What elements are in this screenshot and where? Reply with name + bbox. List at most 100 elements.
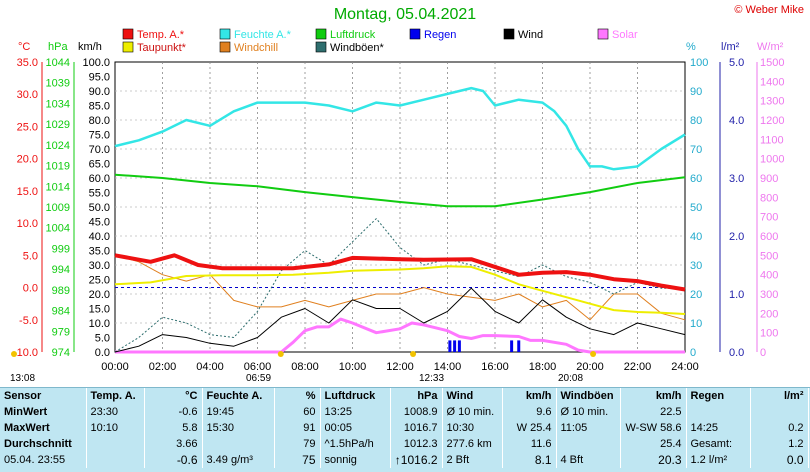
rain-bar <box>458 340 461 352</box>
lm2-tick-label: 5.0 <box>729 57 744 69</box>
wm2-tick-label: 1400 <box>760 76 784 88</box>
table-row: 05.04. 23:55 -0.6 3.49 g/m³ 75 sonnig ↑1016.2… <box>0 452 808 468</box>
table-cell: 05.04. 23:55 <box>0 452 86 468</box>
legend-item: Wind <box>504 29 543 41</box>
kmh-tick-label: 85.0 <box>89 101 110 113</box>
legend-label: Luftdruck <box>330 29 376 41</box>
table-row: MinWert 23:30 -0.6 19:45 60 13:25 1008.9 Ø 10 m… <box>0 404 808 420</box>
table-cell: 00:05 <box>320 420 390 436</box>
rain-bar <box>453 340 456 352</box>
kmh-tick-label: 95.0 <box>89 72 110 84</box>
noon-label: 12:33 <box>419 373 444 384</box>
table-cell: 10:30 <box>442 420 502 436</box>
summary-panel: Sensor Temp. A. °C Feuchte A.% Luftdruck hPa W… <box>0 387 810 472</box>
table-cell: 3.49 g/m³ <box>202 452 274 468</box>
table-cell <box>750 404 808 420</box>
pct-tick-label: 0 <box>690 347 696 359</box>
hpa-tick-label: 999 <box>52 243 70 255</box>
table-cell: MaxWert <box>0 420 86 436</box>
hpa-tick-label: 1024 <box>46 140 70 152</box>
table-cell: 23:30 <box>86 404 144 420</box>
rain-bar <box>517 340 520 352</box>
legend: Temp. A.* Feuchte A.* Luftdruck Regen Wind So… <box>123 29 638 54</box>
kmh-tick-label: 5.0 <box>95 333 110 345</box>
series-line-luftdruck <box>115 175 685 207</box>
sun-marker-icon <box>410 351 416 357</box>
kmh-tick-label: 40.0 <box>89 231 110 243</box>
legend-swatch <box>598 29 608 39</box>
table-cell: 13:25 <box>320 404 390 420</box>
kmh-tick-label: 90.0 <box>89 86 110 98</box>
table-cell: ^1.5hPa/h <box>320 436 390 452</box>
table-cell: l/m² <box>750 388 808 404</box>
legend-swatch <box>220 29 230 39</box>
lm2-tick-label: 1.0 <box>729 289 744 301</box>
table-cell: 1.2 <box>750 436 808 452</box>
pct-tick-label: 20 <box>690 289 702 301</box>
wm2-tick-label: 100 <box>760 328 778 340</box>
wm2-tick-label: 1200 <box>760 115 784 127</box>
legend-label: Regen <box>424 29 456 41</box>
legend-label: Wind <box>518 29 543 41</box>
legend-label: Windböen* <box>330 42 385 54</box>
time-tick-label: 24:00 <box>671 361 699 373</box>
table-cell: 75 <box>274 452 320 468</box>
hpa-tick-label: 989 <box>52 285 70 297</box>
pct-tick-label: 40 <box>690 231 702 243</box>
time-tick-label: 08:00 <box>291 361 319 373</box>
sun-marker-icon <box>590 351 596 357</box>
table-row: MaxWert 10:10 5.8 15:30 91 00:05 1016.7 10:30 W … <box>0 420 808 436</box>
table-cell: W 25.4 <box>502 420 556 436</box>
legend-item: Temp. A.* <box>123 29 185 41</box>
wm2-tick-label: 600 <box>760 231 778 243</box>
table-cell: -0.6 <box>144 452 202 468</box>
kmh-tick-label: 45.0 <box>89 217 110 229</box>
table-cell: 1008.9 <box>390 404 442 420</box>
table-cell: 11.6 <box>502 436 556 452</box>
wm2-tick-label: 900 <box>760 173 778 185</box>
kmh-tick-label: 25.0 <box>89 275 110 287</box>
wm2-tick-label: 200 <box>760 308 778 320</box>
table-cell: Feuchte A. <box>202 388 274 404</box>
legend-item: Taupunkt* <box>123 42 187 54</box>
table-cell: Ø 10 min. <box>556 404 620 420</box>
rain-bar <box>448 340 451 352</box>
time-tick-label: 00:00 <box>101 361 129 373</box>
kmh-tick-label: 70.0 <box>89 144 110 156</box>
legend-item: Luftdruck <box>316 29 376 41</box>
table-cell: Luftdruck <box>320 388 390 404</box>
temp-tick-label: -5.0 <box>19 315 38 327</box>
sun-marker-icon <box>278 351 284 357</box>
hpa-tick-label: 1044 <box>46 57 70 69</box>
legend-item: Regen <box>410 29 456 41</box>
wm2-tick-label: 1300 <box>760 96 784 108</box>
table-cell: °C <box>144 388 202 404</box>
left-time-label: 13:08 <box>10 373 35 384</box>
lm2-tick-label: 2.0 <box>729 231 744 243</box>
kmh-tick-label: 30.0 <box>89 260 110 272</box>
pct-tick-label: 80 <box>690 115 702 127</box>
hpa-tick-label: 994 <box>52 264 70 276</box>
table-cell: Ø 10 min. <box>442 404 502 420</box>
table-cell: 1012.3 <box>390 436 442 452</box>
time-tick-label: 10:00 <box>339 361 367 373</box>
table-cell: 79 <box>274 436 320 452</box>
unit-wm2: W/m² <box>757 41 784 53</box>
table-cell: 10:10 <box>86 420 144 436</box>
table-cell: 3.66 <box>144 436 202 452</box>
table-cell: 0.2 <box>750 420 808 436</box>
table-cell <box>686 404 750 420</box>
legend-label: Feuchte A.* <box>234 29 292 41</box>
time-tick-label: 04:00 <box>196 361 224 373</box>
table-cell: sonnig <box>320 452 390 468</box>
legend-item: Solar <box>598 29 638 41</box>
legend-label: Solar <box>612 29 638 41</box>
lm2-tick-label: 0.0 <box>729 347 744 359</box>
wm2-tick-label: 1000 <box>760 154 784 166</box>
temp-tick-label: 30.0 <box>17 89 38 101</box>
temp-tick-label: 0.0 <box>23 283 38 295</box>
wm2-tick-label: 1100 <box>760 134 784 146</box>
table-cell: Sensor <box>0 388 86 404</box>
wm2-tick-label: 700 <box>760 212 778 224</box>
table-cell: 5.8 <box>144 420 202 436</box>
